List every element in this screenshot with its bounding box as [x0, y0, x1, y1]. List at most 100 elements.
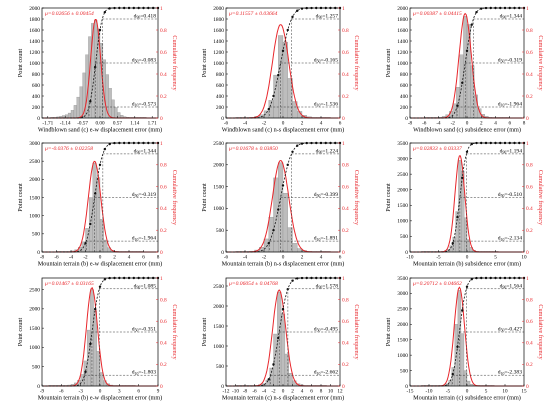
- x-axis-label: Windblown sand (c) n-s displacement erro…: [222, 127, 344, 134]
- right-axis-label: Cumulative frequency: [353, 304, 360, 360]
- x-tick-label: -0.57: [77, 121, 88, 127]
- x-tick-label: 0: [99, 255, 102, 261]
- mean-std-label: μ=0.02656 ± 0.00454: [45, 11, 94, 17]
- y-tick-label: 3500: [397, 276, 408, 282]
- x-tick-label: 0.00: [95, 121, 104, 127]
- y-axis-label: Point count: [17, 49, 24, 78]
- y-tick-label: 1000: [397, 353, 408, 359]
- y-tick-label: 800: [216, 72, 224, 78]
- x-tick-label: -4: [243, 255, 248, 261]
- histogram-bar: [263, 238, 269, 253]
- y-axis-label: Point count: [385, 49, 392, 78]
- y-tick-label: 1000: [397, 219, 408, 225]
- right-tick-label: 0.6: [160, 50, 167, 56]
- right-tick-label: 0.4: [342, 341, 349, 347]
- cumulative-marker: [456, 215, 459, 219]
- chart-panel-4: d90=1.344 d50=-0.319 d10=-1.964 0 500 1000 150…: [17, 141, 178, 268]
- y-axis-label: Point count: [201, 49, 208, 78]
- histogram-bar: [79, 86, 83, 119]
- right-tick-label: 0.6: [342, 184, 349, 190]
- right-tick-label: 0.6: [342, 319, 349, 325]
- histogram-bar: [466, 380, 471, 387]
- x-tick-label: 4: [301, 389, 304, 395]
- histogram-bar: [86, 329, 91, 387]
- histogram-bar: [70, 110, 75, 119]
- cumulative-marker: [475, 10, 478, 14]
- y-tick-label: 500: [400, 368, 408, 374]
- x-tick-label: 5: [494, 255, 497, 261]
- cumulative-marker: [103, 10, 107, 14]
- x-tick-label: -6: [224, 255, 229, 261]
- right-tick-label: 0.8: [526, 163, 533, 169]
- x-tick-label: -6: [54, 255, 59, 261]
- histogram-bar: [114, 107, 118, 119]
- right-axis-label: Cumulative frequency: [171, 304, 178, 360]
- y-tick-label: 1000: [29, 61, 40, 67]
- x-tick-label: 4: [494, 121, 497, 127]
- x-tick-label: 6: [310, 389, 313, 395]
- chart-panel-7: d90=1.085 d50=-0.351 d10=-1.803 0 500 1000 150…: [17, 276, 178, 402]
- x-axis-label: Mountain terrain (b) e-w displacement er…: [38, 395, 162, 402]
- mean-std-label: μ=0.00387 ± 0.04415: [413, 11, 462, 17]
- cumulative-marker: [281, 307, 285, 311]
- right-tick-label: 0: [526, 116, 529, 122]
- right-tick-label: 0.2: [160, 228, 167, 234]
- cumulative-marker: [470, 142, 473, 146]
- y-tick-label: 200: [400, 105, 408, 111]
- y-tick-label: 0: [37, 250, 40, 256]
- chart-panel-3: d90=1.344d50=-0.319d10=-1.96402004006008…: [385, 6, 544, 134]
- y-tick-label: 1400: [213, 39, 224, 45]
- histogram-bar: [117, 112, 121, 119]
- cumulative-marker: [267, 378, 270, 381]
- y-tick-label: 500: [32, 232, 40, 238]
- cumulative-marker: [456, 345, 459, 348]
- x-axis-label: Mountain terrain (c) n-s displacement er…: [222, 395, 344, 402]
- cumulative-marker: [98, 28, 102, 32]
- y-axis-label: Point count: [17, 183, 24, 212]
- x-tick-label: -8: [243, 389, 248, 395]
- x-tick-label: 0: [99, 389, 102, 395]
- percentile-label: d90=1.578: [316, 283, 339, 289]
- right-tick-label: 0.4: [342, 72, 349, 78]
- cumulative-marker: [286, 163, 289, 167]
- y-tick-label: 2500: [397, 307, 408, 313]
- right-tick-label: 1: [342, 141, 345, 147]
- right-tick-label: 0.4: [342, 206, 349, 212]
- right-tick-label: 0.8: [160, 28, 167, 34]
- cumulative-marker: [272, 228, 275, 232]
- x-tick-label: -1.14: [60, 121, 71, 127]
- right-tick-label: 0.2: [526, 228, 533, 234]
- histogram-bar: [76, 96, 80, 119]
- percentile-label: d10=-2.383: [498, 370, 522, 376]
- x-tick-label: -10: [232, 389, 239, 395]
- x-tick-label: 4: [128, 255, 131, 261]
- cumulative-marker: [286, 28, 289, 32]
- chart-panel-9: d90=1.564d50=-0.427d10=-2.38305001000150…: [385, 276, 544, 402]
- x-tick-label: -6: [252, 389, 257, 395]
- x-tick-label: 1.71: [148, 121, 157, 127]
- y-tick-label: 2000: [397, 6, 408, 12]
- histogram-bar: [466, 239, 470, 253]
- x-tick-label: 10: [502, 389, 508, 395]
- mean-std-label: μ=0.20712 ± 0.04662: [413, 281, 462, 287]
- right-tick-label: 0.4: [160, 341, 167, 347]
- x-tick-label: 2: [301, 121, 304, 127]
- x-tick-label: -8: [40, 255, 45, 261]
- x-tick-label: -2: [83, 255, 88, 261]
- cumulative-marker: [465, 285, 469, 288]
- right-tick-label: 0.8: [526, 297, 533, 303]
- x-tick-label: 6: [339, 255, 342, 261]
- y-axis-label: Point count: [17, 318, 24, 347]
- percentile-label: d90=1.344: [134, 148, 157, 154]
- histogram-bar: [268, 216, 274, 253]
- histogram-bar: [282, 192, 288, 253]
- y-tick-label: 2000: [29, 177, 40, 183]
- y-axis-label: Point count: [201, 318, 208, 347]
- x-axis-label: Windblown sand (c) e-w displacement erro…: [38, 127, 162, 134]
- y-tick-label: 400: [32, 94, 40, 100]
- x-tick-label: -9: [40, 389, 45, 395]
- y-tick-label: 1800: [397, 17, 408, 23]
- x-tick-label: -4: [262, 389, 267, 395]
- cumulative-marker: [267, 107, 270, 111]
- right-axis-label: Cumulative frequency: [537, 304, 544, 360]
